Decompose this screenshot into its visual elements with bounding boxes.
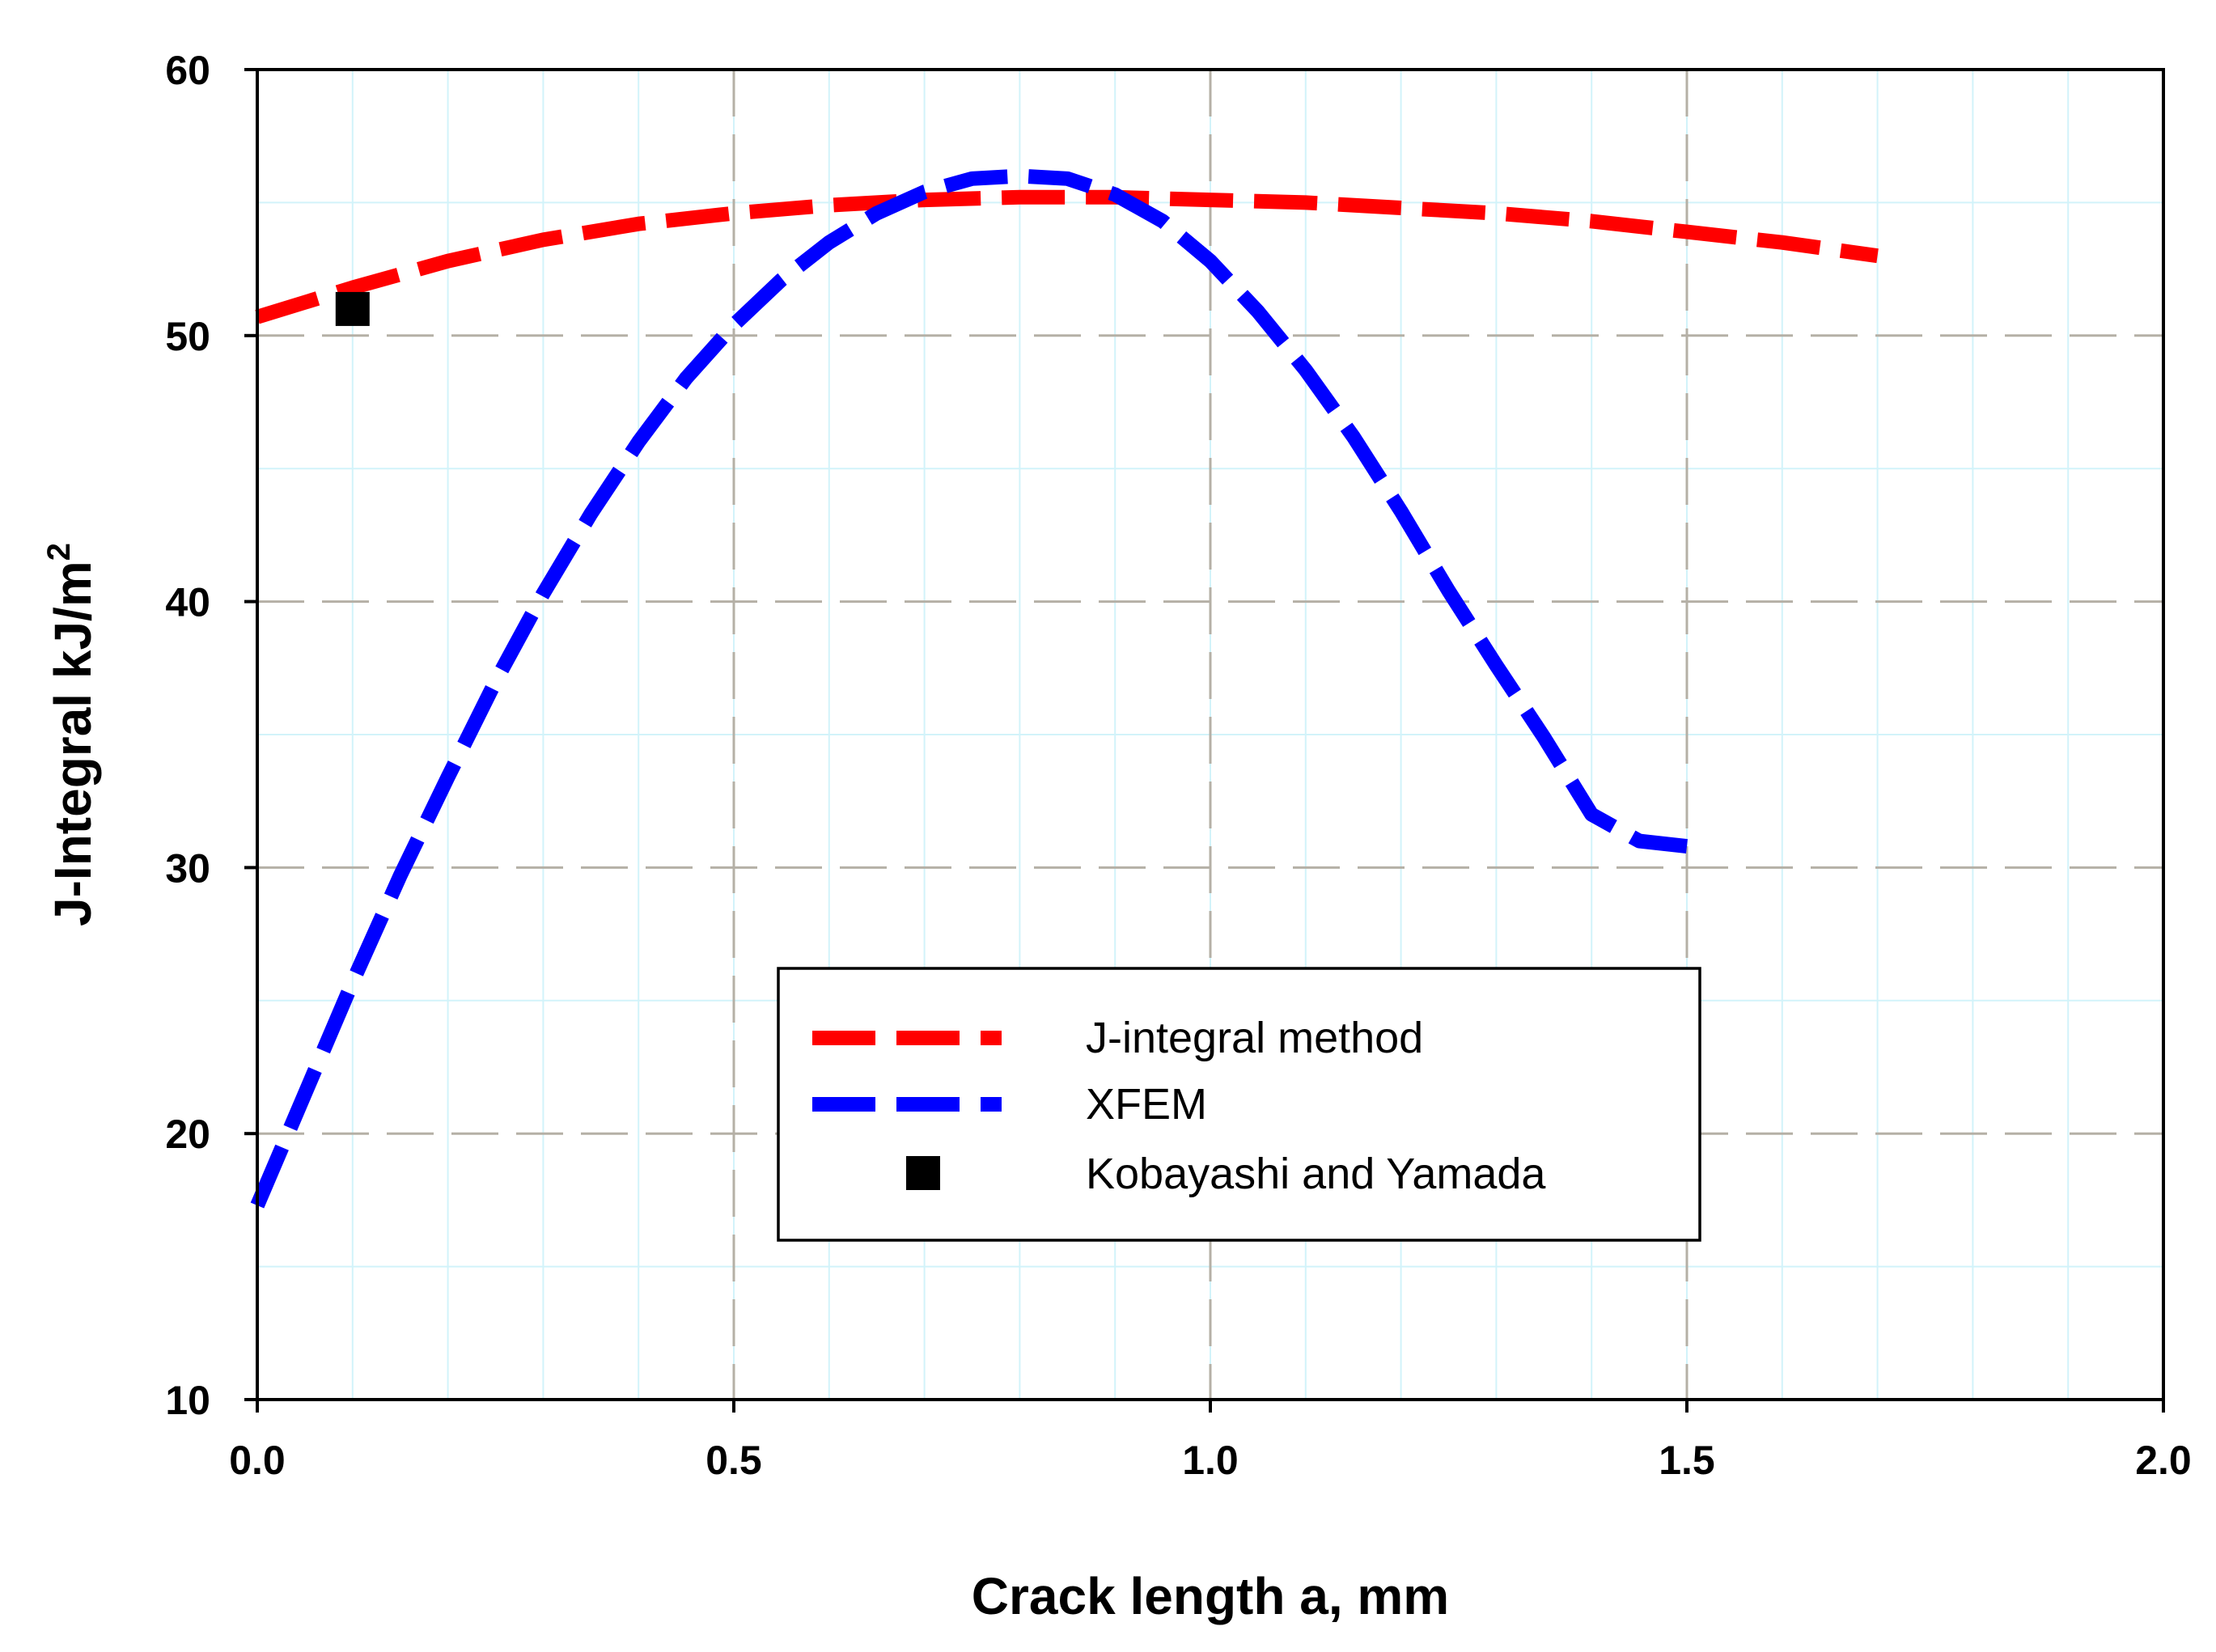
x-tick-label: 1.5 — [1659, 1438, 1715, 1483]
series-line-xfem — [250, 168, 1688, 1209]
y-tick-label: 50 — [165, 314, 210, 359]
data-series — [250, 168, 1879, 1209]
y-axis-title-text: J-Integral kJ/m — [44, 561, 102, 926]
legend-label-kobayashi: Kobayashi and Yamada — [1086, 1150, 1546, 1198]
y-axis-title-group: J-Integral kJ/m2 — [41, 543, 102, 926]
x-tick-label: 0.0 — [229, 1438, 286, 1483]
y-tick-label: 20 — [165, 1112, 210, 1157]
y-axis-title: J-Integral kJ/m2 — [41, 543, 102, 926]
data-point-kobayashi-and-yamada — [335, 291, 370, 326]
y-tick-label: 40 — [165, 580, 210, 625]
legend-label-j-integral: J-integral method — [1086, 1014, 1423, 1062]
legend-swatch-kobayashi — [906, 1156, 940, 1190]
series-line-j-integral-method — [255, 189, 1879, 324]
x-tick-label: 0.5 — [705, 1438, 762, 1483]
x-tick-label: 1.0 — [1182, 1438, 1239, 1483]
x-tick-label: 2.0 — [2135, 1438, 2192, 1483]
y-axis-title-superscript: 2 — [41, 543, 77, 561]
axis-ticks: 0.0 0.5 1.0 1.5 2.0 10 20 30 40 50 60 — [165, 48, 2191, 1483]
y-tick-label: 30 — [165, 845, 210, 891]
x-axis-title: Crack length a, mm — [972, 1567, 1449, 1625]
legend: J-integral method XFEM Kobayashi and Yam… — [777, 967, 1701, 1242]
legend-label-xfem: XFEM — [1086, 1080, 1207, 1129]
y-tick-label: 10 — [165, 1378, 210, 1423]
y-tick-label: 60 — [165, 48, 210, 93]
